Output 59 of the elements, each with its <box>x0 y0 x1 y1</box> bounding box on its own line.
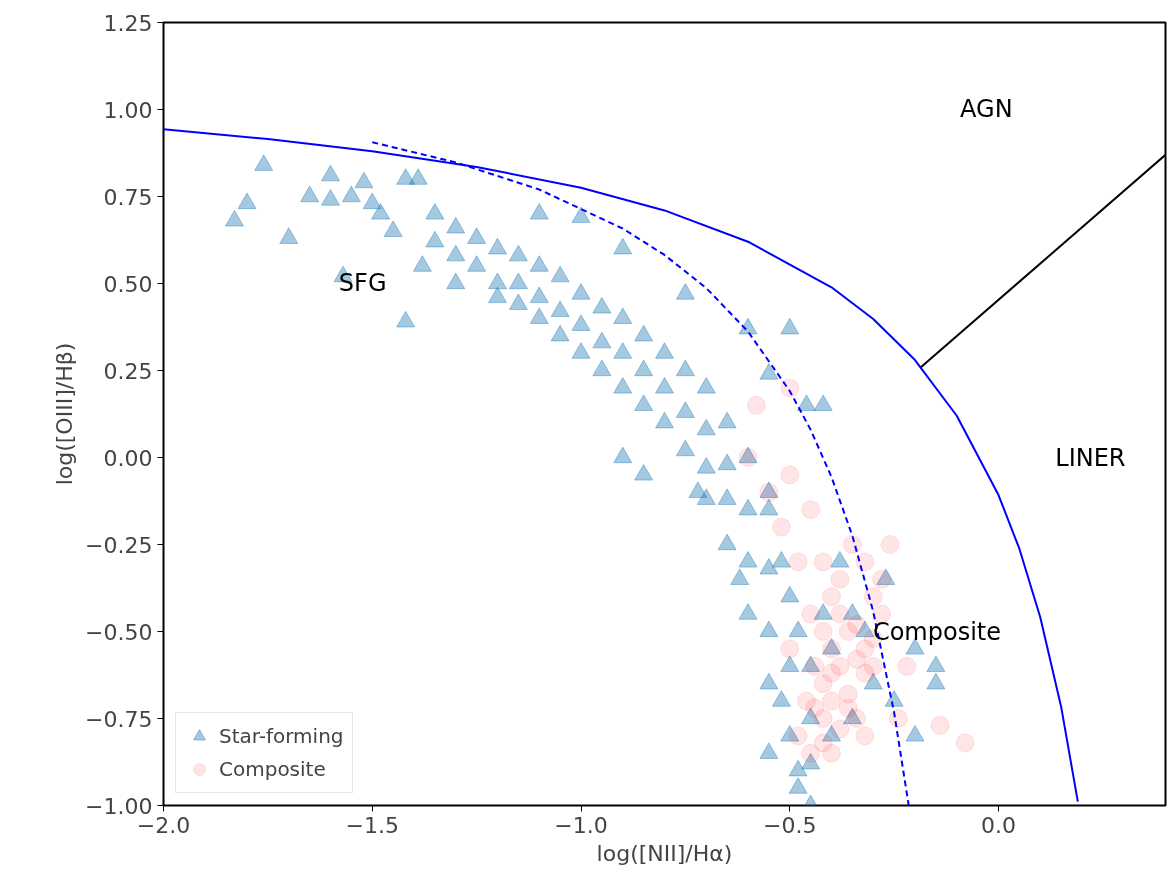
y-axis-title: log([OIII]/Hβ) <box>52 342 78 486</box>
point <box>780 639 800 659</box>
x-tick-label: −1.0 <box>554 812 608 838</box>
point <box>855 552 875 572</box>
point <box>930 715 950 735</box>
x-tick-label: −0.5 <box>763 812 817 838</box>
y-tick-label: −1.00 <box>85 793 153 819</box>
y-tick-label: −0.50 <box>85 619 153 645</box>
point <box>830 604 850 624</box>
point <box>847 709 867 728</box>
annotation: AGN <box>960 95 1013 124</box>
point <box>847 649 867 669</box>
point <box>955 733 975 753</box>
point <box>830 569 850 589</box>
annotation: SFG <box>338 269 387 298</box>
x-axis-title: log([NII]/Hα) <box>596 840 733 866</box>
point <box>822 587 841 607</box>
point <box>897 656 917 676</box>
point <box>771 517 791 537</box>
y-tick-label: 0.25 <box>103 358 153 384</box>
point <box>813 552 833 572</box>
point <box>805 656 825 676</box>
point <box>888 709 908 728</box>
x-tick-label: −1.5 <box>345 812 399 838</box>
y-tick-label: 0.00 <box>103 445 153 471</box>
point <box>801 743 821 763</box>
x-tick-label: 0.0 <box>981 812 1017 838</box>
point <box>780 465 800 485</box>
y-tick-label: 1.25 <box>103 10 153 36</box>
point <box>813 622 833 641</box>
annotation: LINER <box>1055 443 1126 472</box>
annotation: Composite <box>872 617 1002 646</box>
point <box>842 535 862 554</box>
point <box>759 482 779 502</box>
point <box>780 378 800 398</box>
legend-label: Star-forming <box>219 724 344 748</box>
point <box>855 726 875 746</box>
point <box>830 719 850 739</box>
y-tick-label: 1.00 <box>103 97 153 123</box>
y-tick-label: 0.50 <box>103 271 153 297</box>
legend-label: Composite <box>219 757 326 781</box>
point <box>880 535 900 554</box>
point <box>830 656 850 676</box>
point <box>822 743 841 763</box>
point <box>801 500 821 520</box>
point <box>788 552 808 572</box>
point <box>822 691 841 711</box>
y-tick-label: −0.75 <box>85 706 153 732</box>
y-tick-label: 0.75 <box>103 184 153 210</box>
point <box>788 726 808 746</box>
point <box>872 569 892 589</box>
y-tick-label: −0.25 <box>85 532 153 558</box>
point <box>801 604 821 624</box>
point <box>813 709 833 728</box>
point <box>863 656 883 676</box>
point <box>822 639 841 659</box>
point <box>863 587 883 607</box>
point <box>746 395 766 415</box>
point <box>847 615 867 635</box>
